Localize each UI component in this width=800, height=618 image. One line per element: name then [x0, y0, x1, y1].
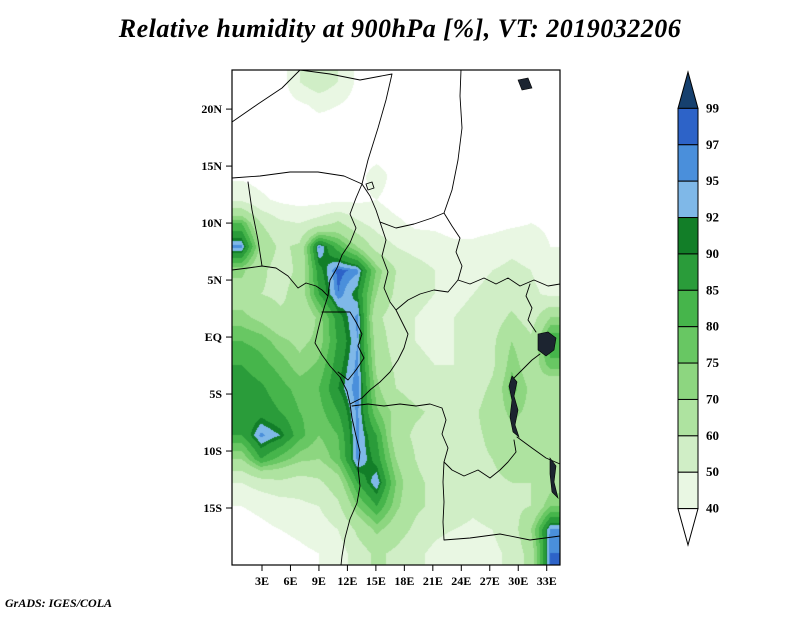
lake-malawi: [549, 457, 559, 499]
y-tick-label: 5N: [207, 273, 222, 287]
x-tick-label: 33E: [537, 574, 557, 588]
lakes: [508, 77, 559, 499]
colorbar-segment: [677, 107, 699, 146]
colorbar-segment: [677, 180, 699, 219]
y-tick-label: 5S: [209, 387, 222, 401]
x-tick-label: 12E: [337, 574, 357, 588]
y-tick-label: 10N: [201, 216, 222, 230]
lake-victoria: [537, 331, 557, 357]
colorbar-segment: [677, 217, 699, 255]
colorbar-segment: [677, 398, 699, 437]
y-tick-label: 10S: [203, 444, 222, 458]
humidity-field: [232, 70, 560, 565]
colorbar: 99 97 95 92 90 85 80 75 70 60 50 40: [677, 70, 720, 547]
colorbar-segment: [677, 253, 699, 291]
colorbar-segment: [677, 435, 699, 473]
colorbar-arrow-bottom: [677, 508, 699, 547]
colorbar-segment: [677, 326, 699, 364]
coastline: [231, 265, 361, 566]
y-tick-label: 15S: [203, 501, 222, 515]
page-title: Relative humidity at 900hPa [%], VT: 201…: [118, 14, 682, 43]
lake-nasser: [517, 77, 533, 91]
colorbar-label: 95: [706, 173, 720, 188]
border-gabon-congo: [321, 311, 365, 381]
lake-tanganyika: [508, 375, 520, 438]
x-tick-label: 3E: [255, 574, 269, 588]
colorbar-label: 50: [706, 464, 719, 479]
border-angola-zambia: [442, 461, 561, 541]
y-tick-label: EQ: [205, 330, 222, 344]
colorbar-segment: [677, 471, 699, 510]
colorbar-label: 85: [706, 282, 720, 297]
y-tick-label: 15N: [201, 159, 222, 173]
border-sahara: [231, 69, 393, 185]
border-east-africa: [513, 283, 561, 465]
colorbar-label: 99: [706, 100, 720, 115]
border-chad-sudan: [361, 69, 561, 287]
border-nigeria: [231, 171, 363, 297]
country-borders: [231, 69, 561, 566]
colorbar-label: 92: [706, 210, 719, 225]
x-tick-label: 30E: [508, 574, 528, 588]
colorbar-segment: [677, 144, 699, 182]
colorbar-label: 90: [706, 246, 719, 261]
colorbar-label: 60: [706, 428, 719, 443]
lake-chad-outline: [365, 181, 375, 191]
x-tick-label: 6E: [283, 574, 297, 588]
axis-ticks: 20N 15N 10N 5N EQ 5S 10S 15S 3E 6E 9E 12E 15E 18E 21E 2…: [201, 102, 556, 588]
x-tick-label: 15E: [366, 574, 386, 588]
y-tick-label: 20N: [201, 102, 222, 116]
map-frame: [231, 69, 561, 566]
colorbar-segment: [677, 289, 699, 328]
x-tick-label: 27E: [480, 574, 500, 588]
colorbar-label: 75: [706, 355, 720, 370]
colorbar-segment: [677, 362, 699, 400]
border-drc-south: [351, 403, 517, 479]
border-cameroon-car: [349, 221, 459, 405]
x-tick-label: 21E: [423, 574, 443, 588]
x-tick-label: 24E: [451, 574, 471, 588]
colorbar-arrow-top: [677, 70, 699, 109]
colorbar-label: 70: [706, 391, 719, 406]
x-tick-label: 18E: [394, 574, 414, 588]
colorbar-label: 40: [706, 501, 719, 516]
colorbar-label: 97: [706, 137, 720, 152]
attribution: GrADS: IGES/COLA: [5, 596, 113, 610]
colorbar-label: 80: [706, 319, 719, 334]
x-tick-label: 9E: [312, 574, 326, 588]
